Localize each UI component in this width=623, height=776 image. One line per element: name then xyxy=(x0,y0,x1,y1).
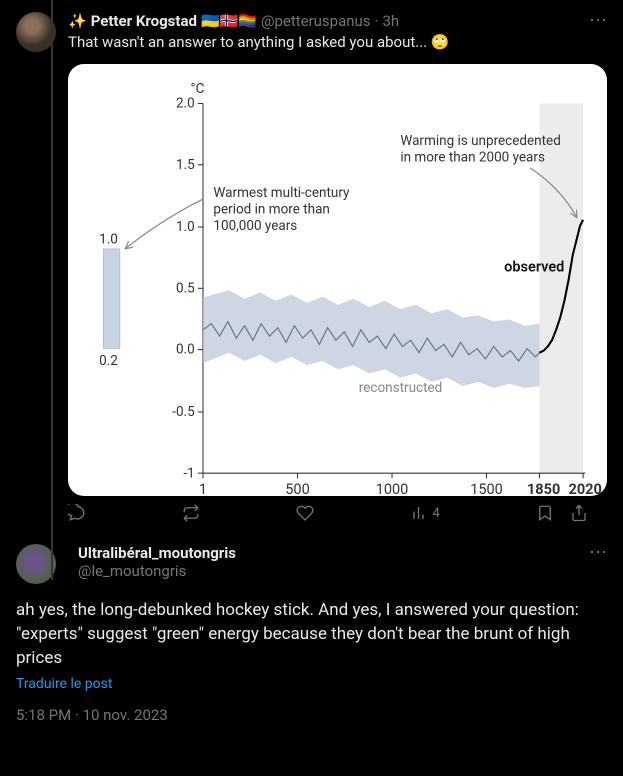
tweet-text: ah yes, the long-debunked hockey stick. … xyxy=(16,598,607,670)
svg-text:2020: 2020 xyxy=(569,481,602,498)
user-handle[interactable]: @le_moutongris xyxy=(78,562,579,580)
svg-text:2.0: 2.0 xyxy=(176,96,195,112)
user-handle[interactable]: @petteruspanus xyxy=(261,12,371,30)
svg-text:1850: 1850 xyxy=(527,481,560,498)
svg-text:500: 500 xyxy=(285,481,309,498)
main-tweet: Ultralibéral_moutongris @le_moutongris ⋯… xyxy=(0,534,623,724)
x-axis: 1 500 1000 1500 1850 2020 xyxy=(199,473,602,498)
svg-text:-0.5: -0.5 xyxy=(172,404,195,420)
annotation-left: Warmest multi-century period in more tha… xyxy=(213,185,352,234)
temperature-chart: 1.0 0.2 2.0 1.5 1.0 0.5 xyxy=(68,64,607,513)
more-icon[interactable]: ⋯ xyxy=(589,12,607,30)
flag-emojis: 🇺🇦🇳🇴🏳️‍🌈 xyxy=(201,12,257,30)
reconstructed-label: reconstructed xyxy=(359,380,443,396)
more-icon[interactable]: ⋯ xyxy=(589,544,607,562)
svg-text:-1: -1 xyxy=(183,465,194,481)
display-name[interactable]: Petter Krogstad xyxy=(91,12,197,30)
display-name[interactable]: Ultralibéral_moutongris xyxy=(78,544,579,562)
svg-text:1.0: 1.0 xyxy=(176,219,195,235)
sidebar-top-label: 1.0 xyxy=(99,232,118,248)
svg-text:0.5: 0.5 xyxy=(176,280,195,296)
unit-label: °C xyxy=(191,81,205,97)
svg-text:1: 1 xyxy=(199,481,207,498)
quoted-tweet: ✨ Petter Krogstad 🇺🇦🇳🇴🏳️‍🌈 @petteruspanu… xyxy=(0,0,623,534)
sidebar-bottom-label: 0.2 xyxy=(99,353,118,369)
svg-text:1.5: 1.5 xyxy=(176,157,195,173)
annotation-right: Warming is unprecedented in more than 20… xyxy=(400,133,564,166)
tweet-timestamp[interactable]: 5:18 PM · 10 nov. 2023 xyxy=(16,706,607,724)
svg-text:1000: 1000 xyxy=(376,481,409,498)
chart-image[interactable]: 1.0 0.2 2.0 1.5 1.0 0.5 xyxy=(68,64,607,496)
separator-dot: · xyxy=(375,12,379,30)
svg-text:1500: 1500 xyxy=(470,481,503,498)
sparkle-emoji: ✨ xyxy=(68,12,87,30)
tweet-time[interactable]: 3h xyxy=(382,12,399,30)
y-axis: 2.0 1.5 1.0 0.5 0.0 -0.5 -1 xyxy=(172,96,203,482)
translate-link[interactable]: Traduire le post xyxy=(16,676,112,692)
tweet-header: ✨ Petter Krogstad 🇺🇦🇳🇴🏳️‍🌈 @petteruspanu… xyxy=(68,12,607,30)
tweet-text: That wasn't an answer to anything I aske… xyxy=(68,32,607,52)
observed-label: observed xyxy=(504,259,564,276)
avatar[interactable] xyxy=(16,12,56,52)
avatar[interactable] xyxy=(16,544,56,584)
svg-text:0.0: 0.0 xyxy=(176,342,195,358)
